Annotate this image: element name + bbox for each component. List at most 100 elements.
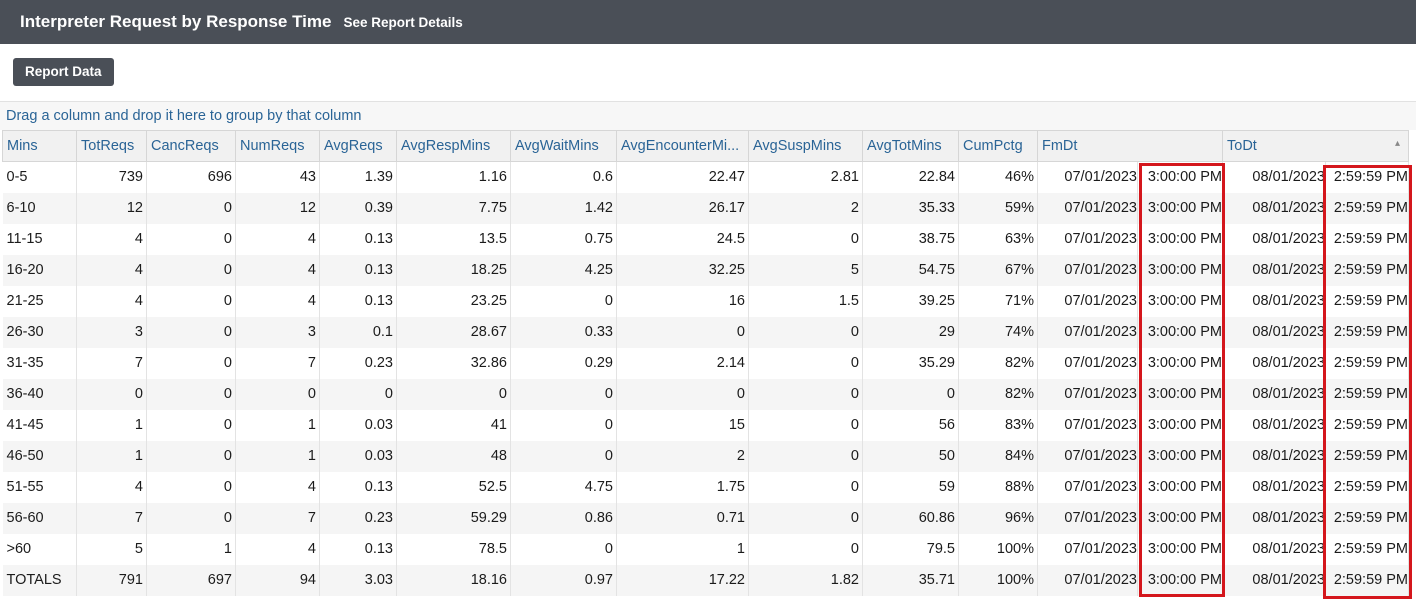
sort-asc-icon[interactable]: ▴ (1394, 138, 1400, 149)
cell: 08/01/2023 (1222, 502, 1326, 534)
cell: 0 (748, 440, 863, 472)
cell: 32.25 (616, 254, 749, 286)
cell: 56-60 (2, 502, 77, 534)
column-header-4[interactable]: AvgReqs (319, 130, 397, 162)
cell: 08/01/2023 (1222, 223, 1326, 255)
cell: 0 (862, 378, 959, 410)
cell: 7 (76, 502, 147, 534)
cell: 0.03 (319, 440, 397, 472)
cell: 0.71 (616, 502, 749, 534)
column-header-1[interactable]: TotReqs (76, 130, 147, 162)
cell: 79.5 (862, 533, 959, 565)
cell: 3:00:00 PM (1137, 254, 1223, 286)
report-data-button[interactable]: Report Data (13, 58, 114, 86)
cell: 4.25 (510, 254, 617, 286)
cell: 0 (748, 347, 863, 379)
cell: 08/01/2023 (1222, 285, 1326, 317)
cell: 4 (235, 254, 320, 286)
column-header-11[interactable]: FmDt (1037, 130, 1223, 162)
cell: 41 (396, 409, 511, 441)
cell: 4 (76, 285, 147, 317)
cell: 08/01/2023 (1222, 161, 1326, 193)
cell: 0 (146, 502, 236, 534)
column-header-0[interactable]: Mins (2, 130, 77, 162)
cell: 3:00:00 PM (1137, 378, 1223, 410)
cell: 0 (510, 409, 617, 441)
cell: >60 (2, 533, 77, 565)
cell: 1.39 (319, 161, 397, 193)
cell: 0 (146, 347, 236, 379)
cell: 83% (958, 409, 1038, 441)
cell: 50 (862, 440, 959, 472)
cell: 22.47 (616, 161, 749, 193)
cell: 82% (958, 347, 1038, 379)
cell: 63% (958, 223, 1038, 255)
cell: 0.13 (319, 471, 397, 503)
cell: 0 (319, 378, 397, 410)
cell: 08/01/2023 (1222, 347, 1326, 379)
cell: 51-55 (2, 471, 77, 503)
cell: 56 (862, 409, 959, 441)
column-header-6[interactable]: AvgWaitMins (510, 130, 617, 162)
cell: 7 (76, 347, 147, 379)
cell: 2:59:59 PM (1325, 347, 1409, 379)
cell: 2.14 (616, 347, 749, 379)
column-header-9[interactable]: AvgTotMins (862, 130, 959, 162)
cell: 1 (76, 440, 147, 472)
cell: 07/01/2023 (1037, 378, 1138, 410)
cell: 15 (616, 409, 749, 441)
cell: 1 (616, 533, 749, 565)
cell: 4 (76, 471, 147, 503)
cell: 46% (958, 161, 1038, 193)
cell: 697 (146, 564, 236, 596)
cell: 0 (146, 378, 236, 410)
column-header-8[interactable]: AvgSuspMins (748, 130, 863, 162)
cell: 1 (76, 409, 147, 441)
cell: 2:59:59 PM (1325, 192, 1409, 224)
cell: 39.25 (862, 285, 959, 317)
cell: 1 (235, 409, 320, 441)
column-header-10[interactable]: CumPctg (958, 130, 1038, 162)
cell: 07/01/2023 (1037, 471, 1138, 503)
cell: 3:00:00 PM (1137, 192, 1223, 224)
cell: 0 (235, 378, 320, 410)
cell: 0 (748, 533, 863, 565)
cell: 2:59:59 PM (1325, 161, 1409, 193)
cell: 4 (235, 285, 320, 317)
table-row: 6-10 12 0 12 0.39 7.75 1.42 26.17 2 35.33 59% 07/01… (2, 192, 1409, 224)
cell: 3:00:00 PM (1137, 223, 1223, 255)
cell: 3:00:00 PM (1137, 161, 1223, 193)
cell: 08/01/2023 (1222, 316, 1326, 348)
cell: 74% (958, 316, 1038, 348)
cell: 46-50 (2, 440, 77, 472)
cell: 0 (146, 316, 236, 348)
cell: 5 (748, 254, 863, 286)
cell: 2 (748, 192, 863, 224)
column-header-5[interactable]: AvgRespMins (396, 130, 511, 162)
cell: 0-5 (2, 161, 77, 193)
cell: 52.5 (396, 471, 511, 503)
report-header: Interpreter Request by Response Time See… (0, 0, 1416, 44)
group-drop-area[interactable]: Drag a column and drop it here to group … (0, 101, 1416, 130)
column-header-7[interactable]: AvgEncounterMi... (616, 130, 749, 162)
cell: 0 (76, 378, 147, 410)
cell: 2:59:59 PM (1325, 502, 1409, 534)
see-report-details-link[interactable]: See Report Details (343, 14, 463, 30)
cell: 96% (958, 502, 1038, 534)
cell: 0.03 (319, 409, 397, 441)
cell: 0.23 (319, 347, 397, 379)
table-row: 0-5 739 696 43 1.39 1.16 0.6 22.47 2.81 22.84 46% 0… (2, 161, 1409, 193)
column-header-3[interactable]: NumReqs (235, 130, 320, 162)
cell: 3:00:00 PM (1137, 533, 1223, 565)
cell: 696 (146, 161, 236, 193)
cell: 3:00:00 PM (1137, 564, 1223, 596)
cell: 08/01/2023 (1222, 533, 1326, 565)
cell: 07/01/2023 (1037, 285, 1138, 317)
cell: 0 (396, 378, 511, 410)
column-header-12[interactable]: ToDt ▴ (1222, 130, 1409, 162)
cell: 16 (616, 285, 749, 317)
cell: 88% (958, 471, 1038, 503)
column-header-2[interactable]: CancReqs (146, 130, 236, 162)
cell: 2:59:59 PM (1325, 440, 1409, 472)
cell: 3:00:00 PM (1137, 409, 1223, 441)
